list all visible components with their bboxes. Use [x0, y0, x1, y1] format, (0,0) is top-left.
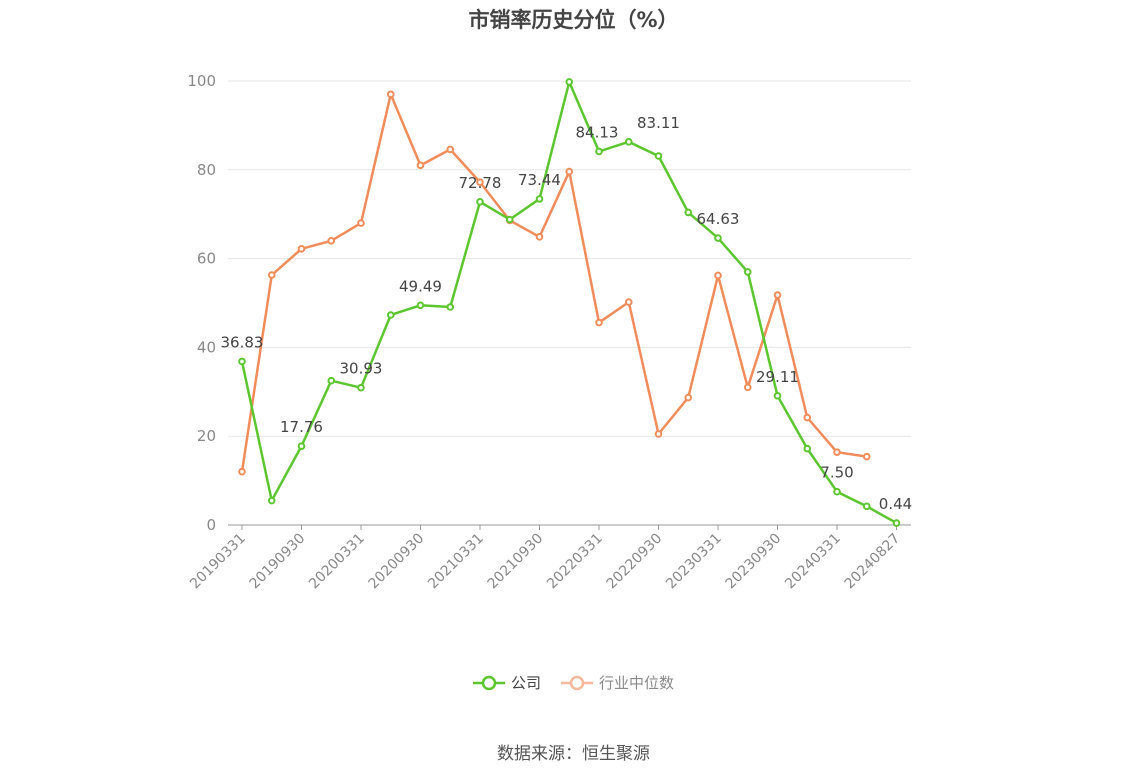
x-axis: 2019033120190930202003312020093020210331… [187, 524, 911, 593]
y-tick-label: 40 [197, 338, 216, 356]
legend-company-label: 公司 [510, 674, 541, 692]
data-point [565, 78, 574, 86]
data-point [862, 452, 871, 461]
y-axis-ticks: 0 20 40 60 80 100 [187, 72, 216, 534]
y-tick-label: 20 [197, 427, 216, 445]
data-point [565, 167, 574, 176]
x-tick-label: 20190331 [187, 531, 249, 593]
data-point [654, 430, 663, 438]
data-label: 64.63 [697, 210, 740, 228]
data-point [476, 178, 484, 187]
data-point [714, 271, 722, 280]
data-point [892, 519, 901, 527]
data-point [416, 161, 425, 170]
x-tick-label: 20200930 [366, 531, 428, 593]
x-tick-label: 20190930 [247, 531, 309, 593]
data-point [624, 298, 633, 306]
data-point [773, 291, 782, 299]
legend: 公司 行业中位数 [0, 672, 1147, 693]
x-tick-label: 20210930 [485, 531, 547, 593]
data-point [595, 318, 603, 327]
x-tick-label: 20230930 [723, 531, 785, 593]
data-label: 72.78 [459, 174, 502, 192]
data-label: 17.76 [280, 418, 323, 436]
data-point [803, 413, 812, 422]
data-label: 36.83 [221, 333, 264, 351]
data-label: 49.49 [399, 277, 442, 295]
data-point [446, 303, 455, 311]
data-point [357, 219, 365, 227]
data-point [238, 467, 246, 476]
legend-item-company[interactable]: 公司 [472, 672, 541, 693]
data-point [862, 502, 871, 511]
x-tick-label: 20230331 [663, 531, 725, 593]
x-tick-label: 20240827 [842, 531, 904, 593]
data-point [416, 301, 425, 310]
y-tick-label: 80 [197, 161, 216, 179]
x-tick-label: 20200331 [306, 531, 368, 593]
data-label: 83.11 [637, 114, 680, 132]
data-point [595, 147, 603, 156]
y-tick-label: 0 [206, 516, 216, 534]
data-label: 7.50 [820, 464, 853, 482]
series-line [240, 93, 867, 472]
data-point [684, 393, 693, 402]
data-point [386, 90, 395, 99]
data-label: 29.11 [756, 368, 799, 386]
x-tick-label: 20220930 [604, 531, 666, 593]
data-point [267, 496, 276, 505]
y-tick-label: 60 [197, 250, 216, 268]
data-point [238, 357, 246, 366]
series-lines [238, 78, 901, 527]
data-point [803, 444, 812, 453]
source-note: 数据来源：恒生聚源 [497, 744, 650, 764]
data-label: 84.13 [576, 123, 619, 141]
data-point [476, 198, 484, 206]
legend-industry-label: 行业中位数 [599, 674, 675, 692]
data-point [505, 215, 514, 224]
data-point [267, 271, 276, 279]
data-point [327, 376, 336, 385]
data-point [327, 237, 336, 245]
data-point [654, 152, 663, 160]
series-line [240, 80, 898, 525]
legend-company-icon [472, 675, 505, 690]
x-tick-label: 20220331 [544, 531, 606, 593]
x-tick-label: 20210331 [425, 531, 487, 593]
data-point [743, 268, 752, 276]
data-labels: 36.83 17.76 30.93 49.49 72.78 73.44 84.13 83.11… [221, 114, 913, 513]
data-label: 73.44 [518, 171, 561, 189]
data-label: 30.93 [340, 360, 383, 378]
data-point [386, 311, 395, 319]
data-point [833, 487, 841, 496]
data-point [357, 383, 365, 392]
data-label: 0.44 [879, 495, 912, 513]
data-point [446, 145, 455, 154]
data-point [535, 233, 544, 241]
data-point [297, 245, 306, 253]
legend-item-industry[interactable]: 行业中位数 [561, 672, 674, 693]
data-point [743, 383, 752, 392]
data-point [535, 195, 544, 203]
data-point [624, 138, 633, 146]
data-point [297, 442, 306, 450]
data-point [684, 208, 693, 217]
x-tick-label: 20240331 [782, 531, 844, 593]
legend-industry-icon [561, 675, 593, 690]
data-point [714, 234, 722, 242]
data-point [773, 391, 782, 400]
chart-title: 市销率历史分位（%） [468, 8, 679, 32]
y-tick-label: 100 [187, 72, 216, 90]
data-point [833, 448, 841, 456]
